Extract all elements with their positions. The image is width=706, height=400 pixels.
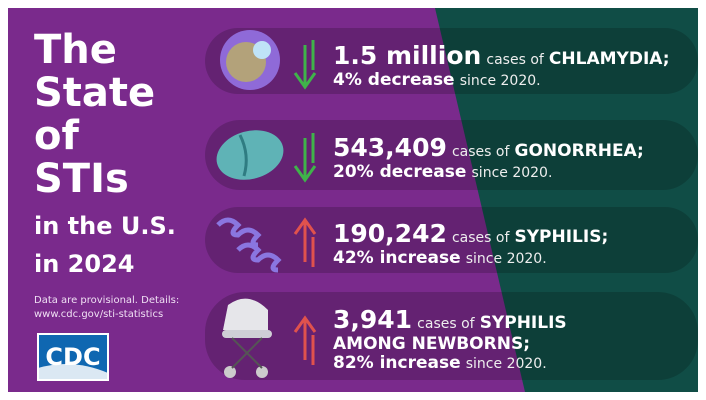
stat-disease: GONORRHEA; <box>514 141 644 161</box>
stat-disease: SYPHILIS AMONG NEWBORNS; <box>333 313 567 354</box>
stat-row: 3,941 cases of SYPHILIS AMONG NEWBORNS; … <box>333 305 603 374</box>
note-link[interactable]: www.cdc.gov/sti-statistics <box>34 309 164 320</box>
stat-change: 82% increase <box>333 353 461 374</box>
title-line: in the U.S. <box>34 212 176 240</box>
logo: CDC <box>45 343 101 371</box>
stat-text: since 2020. <box>465 356 547 373</box>
stat-text: cases of <box>486 52 544 68</box>
stat-text: since 2020. <box>471 164 553 181</box>
stat-number: 543,409 <box>333 133 447 162</box>
stat-row: 543,409 cases of GONORRHEA; 20% decrease… <box>333 133 698 182</box>
title-line: The <box>34 27 117 73</box>
title-line: of <box>34 113 79 159</box>
stat-change: 42% increase <box>333 247 461 268</box>
stat-disease: SYPHILIS; <box>514 227 609 247</box>
title-line: State <box>34 70 156 116</box>
stat-change: 4% decrease <box>333 69 455 90</box>
stat-row: 190,242 cases of SYPHILIS; 42% increase … <box>333 219 698 268</box>
stat-text: cases of <box>417 316 475 332</box>
stat-row: 1.5 million cases of CHLAMYDIA; 4% decre… <box>333 41 698 90</box>
note: Data are provisional. Details: <box>34 295 180 306</box>
title-line: STIs <box>34 156 129 202</box>
stat-change: 20% decrease <box>333 161 467 182</box>
title-line: in 2024 <box>34 250 135 278</box>
stat-text: cases of <box>451 230 510 246</box>
stat-text: since 2020. <box>465 250 547 267</box>
stat-number: 1.5 million <box>333 41 482 70</box>
stat-number: 190,242 <box>333 219 447 248</box>
stat-disease: CHLAMYDIA; <box>548 49 670 69</box>
stat-text: since 2020. <box>459 72 541 89</box>
stat-text: cases of <box>451 144 510 160</box>
stat-number: 3,941 <box>333 305 413 334</box>
